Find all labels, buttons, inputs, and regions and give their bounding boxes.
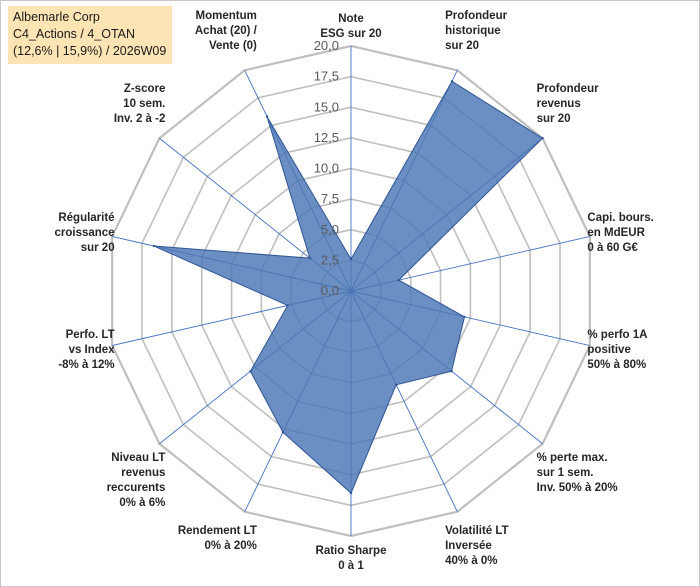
tick-label: 10,0 xyxy=(314,161,339,176)
data-point xyxy=(463,315,466,319)
data-point xyxy=(450,80,454,83)
data-point xyxy=(394,383,398,387)
axis-label: Perfo. LT vs Index -8% à 12% xyxy=(58,329,115,371)
header-line-stats: (12,6% | 15,9%) / 2026W09 xyxy=(13,44,167,58)
axis-label: % perte max. sur 1 sem. Inv. 50% à 20% xyxy=(537,452,618,494)
axis-label: Volatilité LT Inversée 40% à 0% xyxy=(445,525,508,567)
data-point xyxy=(349,491,353,495)
axis-label: % perfo 1A positive 50% à 80% xyxy=(587,329,647,371)
chart-header-box: Albemarle Corp C4_Actions / 4_OTAN (12,6… xyxy=(8,6,172,64)
axis-label: Z-score 10 sem. Inv. 2 à -2 xyxy=(114,83,166,125)
axis-label: Profondeur revenus sur 20 xyxy=(537,83,599,125)
data-point xyxy=(281,431,285,434)
axis-label: Profondeur historique sur 20 xyxy=(445,10,507,52)
tick-label: 15,0 xyxy=(314,99,339,114)
axis-label: Capi. bours. en MdEUR 0 à 60 G€ xyxy=(587,212,653,254)
data-point xyxy=(286,304,289,307)
data-point xyxy=(450,369,453,373)
data-point xyxy=(541,137,544,140)
axis-label: Régularité croissance sur 20 xyxy=(54,212,114,254)
axis-label: Momentum Achat (20) / Vente (0) xyxy=(195,10,258,52)
data-point xyxy=(308,256,312,260)
tick-label: 12,5 xyxy=(314,130,339,145)
axis-label: Note ESG sur 20 xyxy=(320,13,381,40)
axis-label: Niveau LT revenus reccurents 0% à 6% xyxy=(107,452,166,509)
tick-label: 7,5 xyxy=(321,191,339,206)
tick-label: 0,0 xyxy=(321,283,339,298)
data-point xyxy=(249,369,252,373)
data-series-area xyxy=(153,80,544,494)
axis-label: Ratio Sharpe 0 à 1 xyxy=(316,545,387,572)
tick-label: 20,0 xyxy=(314,38,339,53)
data-point xyxy=(265,115,269,118)
tick-label: 17,5 xyxy=(314,69,339,84)
header-line-company: Albemarle Corp xyxy=(13,10,100,24)
data-point xyxy=(349,257,353,261)
tick-label: 2,5 xyxy=(321,252,339,267)
data-point xyxy=(397,278,400,282)
axis-label: Rendement LT 0% à 20% xyxy=(178,525,257,552)
data-point xyxy=(152,244,156,248)
header-line-category: C4_Actions / 4_OTAN xyxy=(13,27,136,41)
tick-label: 5,0 xyxy=(321,222,339,237)
